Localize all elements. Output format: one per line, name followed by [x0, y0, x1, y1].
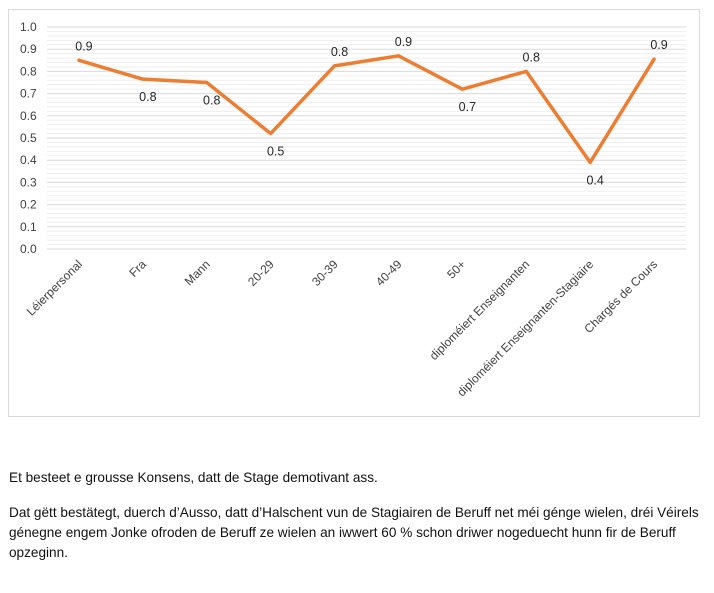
data-label: 0.9: [650, 38, 667, 52]
x-tick-label: Fra: [126, 257, 149, 280]
y-tick-label: 0.4: [20, 153, 37, 167]
y-tick-label: 0.8: [20, 64, 37, 78]
y-tick-label: 0.0: [20, 242, 37, 256]
y-tick-label: 0.9: [20, 42, 37, 56]
y-tick-label: 0.3: [20, 175, 37, 189]
x-tick-label: 30-39: [309, 257, 341, 289]
series-line: [77, 54, 656, 165]
data-label: 0.9: [395, 35, 412, 49]
data-label: 0.5: [267, 145, 284, 159]
chart-frame: 0.0 0.1 0.2 0.3 0.4 0.5 0.6 0.7 0.8 0.9 1.0 Léierpe…: [8, 9, 700, 417]
x-tick-label: 50+: [444, 257, 468, 281]
y-tick-label: 0.5: [20, 131, 37, 145]
data-point: [524, 69, 528, 73]
x-tick-label: 40-49: [373, 257, 405, 289]
x-tick-label: diploméiert Enseignanten-Stagiaire: [454, 257, 596, 399]
paragraph-detail: Dat gëtt bestätegt, duerch d’Ausso, datt…: [9, 505, 699, 560]
data-point: [269, 132, 273, 136]
data-point: [333, 64, 337, 68]
data-label: 0.8: [139, 90, 156, 104]
data-point: [396, 54, 400, 58]
data-label: 0.8: [203, 94, 220, 108]
data-label: 0.8: [523, 50, 540, 64]
data-label: 0.9: [75, 39, 92, 53]
data-point: [141, 77, 145, 81]
data-point: [460, 87, 464, 91]
data-label: 0.7: [459, 100, 476, 114]
x-tick-label: diploméiert Enseignanten: [427, 257, 533, 363]
y-tick-label: 0.2: [20, 198, 37, 212]
y-tick-label: 0.6: [20, 109, 37, 123]
y-tick-label: 0.7: [20, 87, 37, 101]
line-chart: 0.0 0.1 0.2 0.3 0.4 0.5 0.6 0.7 0.8 0.9 1.0 Léierpe…: [20, 20, 686, 399]
data-point: [652, 57, 656, 61]
data-point: [588, 160, 592, 164]
y-tick-label: 0.1: [20, 220, 37, 234]
data-point: [205, 81, 209, 84]
x-tick-label: Mann: [182, 257, 213, 288]
x-tick-label: 20-29: [245, 257, 277, 289]
data-point: [77, 58, 81, 62]
y-tick-label: 1.0: [20, 20, 37, 34]
paragraph-summary: Et besteet e grousse Konsens, datt de St…: [9, 470, 378, 485]
x-tick-label: Léierpersonal: [24, 257, 85, 318]
data-label: 0.8: [331, 45, 348, 59]
data-label: 0.4: [586, 173, 603, 187]
